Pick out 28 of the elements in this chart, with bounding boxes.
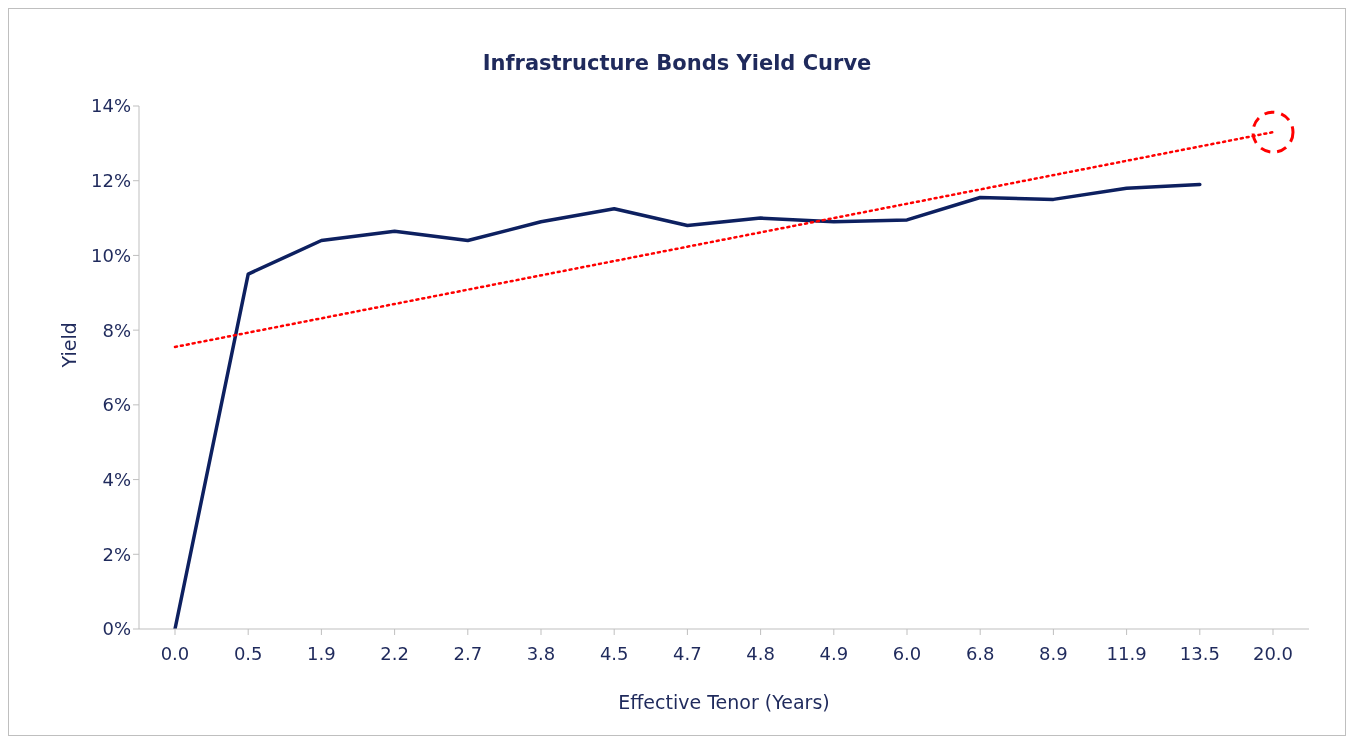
x-tick-label: 3.8 (526, 642, 556, 664)
x-axis-title: Effective Tenor (Years) (618, 691, 830, 713)
y-tick-label: 12% (90, 170, 131, 192)
x-tick-label: 11.9 (1106, 642, 1147, 664)
y-tick-label: 10% (90, 244, 131, 266)
x-tick-label: 0.5 (233, 642, 263, 664)
x-tick-label: 20.0 (1252, 642, 1294, 664)
x-tick-label: 13.5 (1179, 642, 1220, 664)
y-axis-title: Yield (57, 322, 80, 369)
x-tick-label: 0.0 (160, 642, 190, 664)
x-tick-label: 2.2 (380, 642, 409, 664)
x-tick-label: 4.9 (819, 642, 849, 664)
x-tick-label: 4.7 (673, 642, 702, 664)
x-tick-label: 4.8 (746, 642, 775, 664)
x-tick-label: 1.9 (307, 642, 336, 664)
y-tick-label: 14% (90, 95, 131, 117)
y-tick-label: 6% (102, 394, 131, 416)
x-tick-label: 6.0 (892, 642, 922, 664)
x-tick-label: 8.9 (1039, 642, 1068, 664)
x-tick-label: 2.7 (453, 642, 483, 664)
y-tick-label: 0% (102, 618, 131, 640)
y-tick-label: 2% (102, 543, 131, 565)
x-tick-label: 6.8 (965, 642, 995, 664)
y-tick-label: 8% (102, 319, 131, 341)
chart-title: Infrastructure Bonds Yield Curve (481, 51, 873, 75)
line-series (173, 182, 1202, 629)
y-tick-label: 4% (102, 468, 131, 490)
x-tick-label: 4.5 (599, 642, 629, 664)
